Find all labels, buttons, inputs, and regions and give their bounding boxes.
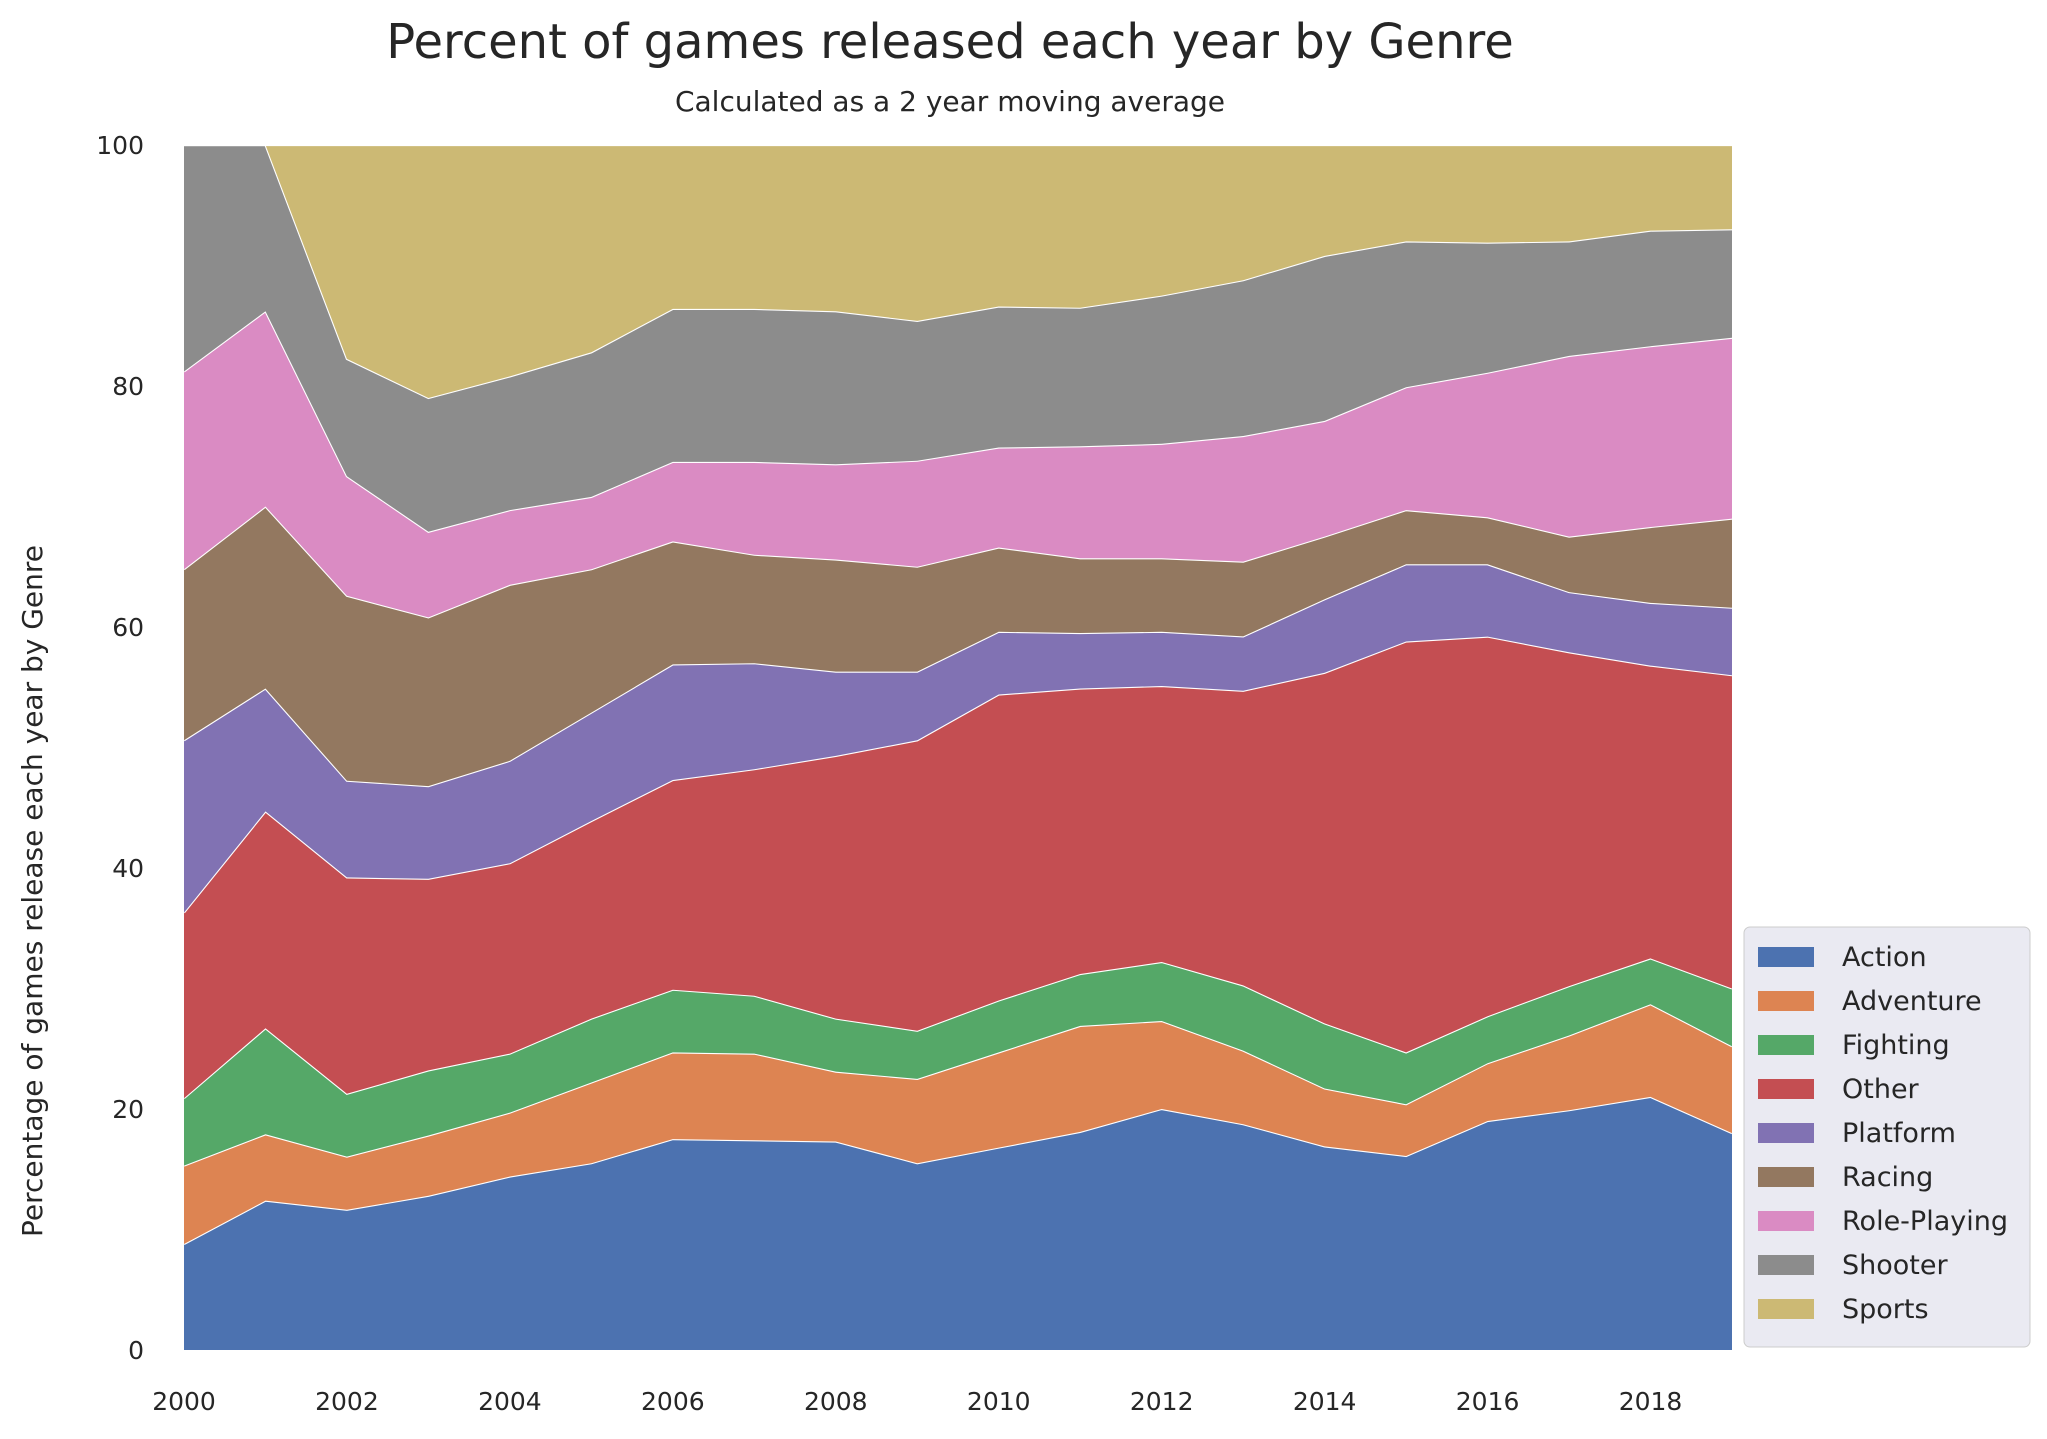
- y-tick-label: 100: [96, 131, 144, 160]
- plot-area: [183, 143, 1733, 1350]
- legend-label-racing: Racing: [1842, 1162, 1933, 1193]
- area-fighting: [184, 958, 1732, 1166]
- area-other: [184, 636, 1732, 1099]
- legend-label-shooter: Shooter: [1842, 1250, 1948, 1281]
- x-tick-label: 2006: [641, 1387, 705, 1416]
- legend-label-other: Other: [1842, 1074, 1920, 1105]
- x-tick-label: 2002: [315, 1387, 379, 1416]
- legend: Action Adventure Fighting Other Platform Raci…: [1743, 926, 2031, 1348]
- x-tick-label: 2000: [152, 1387, 216, 1416]
- legend-label-sports: Sports: [1842, 1294, 1929, 1325]
- y-tick-label: 20: [112, 1095, 144, 1124]
- x-tick-label: 2016: [1456, 1387, 1520, 1416]
- legend-swatch-fighting: [1758, 1035, 1814, 1055]
- area-action: [184, 1096, 1732, 1350]
- area-adventure: [184, 1004, 1732, 1244]
- legend-label-action: Action: [1842, 942, 1927, 973]
- x-tick-label: 2004: [478, 1387, 542, 1416]
- legend-swatch-role-playing: [1758, 1211, 1814, 1231]
- legend-box: [1743, 926, 2031, 1348]
- x-tick-label: 2014: [1293, 1387, 1357, 1416]
- legend-swatch-other: [1758, 1079, 1814, 1099]
- area-role-playing: [184, 311, 1732, 618]
- area-edge-other: [183, 635, 1733, 914]
- x-tick-label: 2010: [967, 1387, 1031, 1416]
- area-platform: [184, 564, 1732, 913]
- x-axis-ticks: 2000 2002 2004 2006 2008 2010 2012 2014 2016 2018: [152, 1387, 1682, 1416]
- y-tick-label: 80: [112, 372, 144, 401]
- legend-swatch-action: [1758, 947, 1814, 967]
- area-shooter: [184, 145, 1732, 532]
- legend-label-role-playing: Role-Playing: [1842, 1206, 2008, 1237]
- y-axis-label: Percentage of games release each year by…: [16, 545, 49, 1237]
- area-sports: [184, 145, 1732, 398]
- legend-label-platform: Platform: [1842, 1118, 1956, 1149]
- legend-swatch-racing: [1758, 1167, 1814, 1187]
- legend-swatch-shooter: [1758, 1255, 1814, 1275]
- x-tick-label: 2008: [804, 1387, 868, 1416]
- x-tick-label: 2012: [1130, 1387, 1194, 1416]
- area-racing: [184, 506, 1732, 787]
- legend-label-adventure: Adventure: [1842, 986, 1982, 1017]
- legend-label-fighting: Fighting: [1842, 1030, 1950, 1061]
- y-tick-label: 60: [112, 613, 144, 642]
- legend-swatch-platform: [1758, 1123, 1814, 1143]
- legend-swatch-sports: [1758, 1299, 1814, 1319]
- legend-swatch-adventure: [1758, 991, 1814, 1011]
- area-edge-action: [183, 1095, 1733, 1245]
- x-tick-label: 2018: [1619, 1387, 1683, 1416]
- chart-title: Percent of games released each year by G…: [386, 14, 1513, 70]
- y-tick-label: 0: [128, 1336, 144, 1365]
- y-axis-ticks: 0 20 40 60 80 100: [96, 131, 144, 1365]
- chart-subtitle: Calculated as a 2 year moving average: [675, 85, 1225, 118]
- y-tick-label: 40: [112, 854, 144, 883]
